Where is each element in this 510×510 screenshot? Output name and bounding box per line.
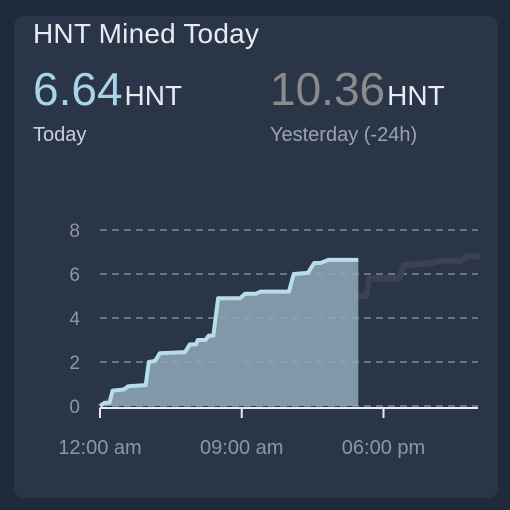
yesterday-unit: HNT	[387, 80, 445, 111]
y-tick-label: 4	[69, 309, 80, 330]
hnt-mined-card	[14, 16, 498, 498]
today-series-line	[98, 257, 359, 408]
yesterday-stat: 10.36HNT Yesterday (-24h)	[270, 66, 445, 147]
today-stat: 6.64HNT Today	[33, 66, 182, 147]
card-title: HNT Mined Today	[33, 18, 260, 49]
x-tick-label: 06:00 pm	[342, 437, 425, 459]
today-value: 6.64	[33, 63, 123, 115]
y-tick-label: 6	[69, 265, 80, 286]
y-tick-label: 0	[69, 397, 80, 418]
y-tick-label: 2	[69, 353, 80, 374]
yesterday-label: Yesterday (-24h)	[270, 124, 418, 146]
x-tick-label: 12:00 am	[58, 437, 141, 459]
yesterday-value: 10.36	[270, 63, 386, 115]
today-label: Today	[33, 124, 87, 146]
today-unit: HNT	[124, 80, 183, 111]
today-series-area	[100, 259, 359, 406]
y-tick-label: 8	[69, 221, 80, 242]
x-tick-label: 09:00 am	[200, 437, 283, 459]
